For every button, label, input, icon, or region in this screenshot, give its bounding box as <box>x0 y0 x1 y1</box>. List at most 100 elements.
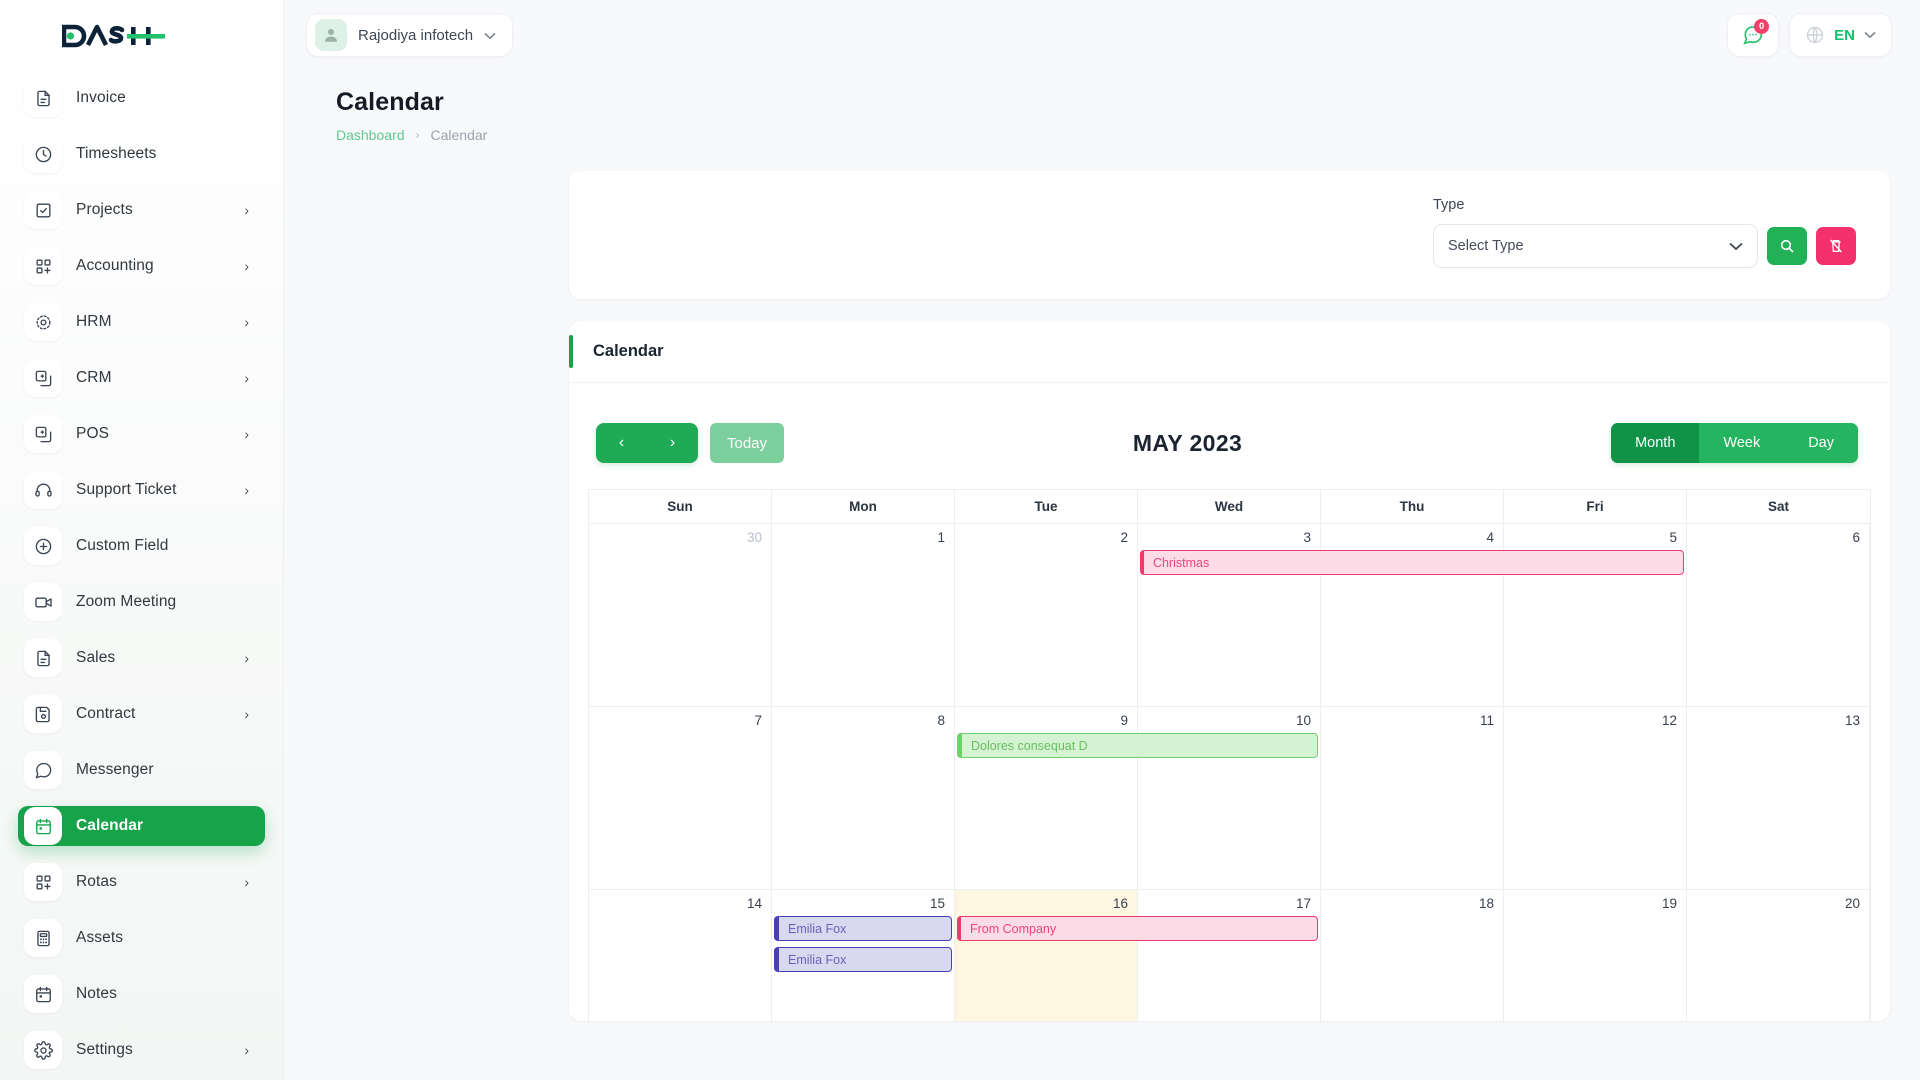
sidebar-item-projects[interactable]: Projects › <box>18 190 265 230</box>
sidebar-item-label: Accounting <box>76 257 154 274</box>
document-icon <box>24 639 62 677</box>
calendar-weeks: 30 1 2 3 4 5 6 Christmas 7 8 9 10 11 12 13 Dolores cons… <box>589 523 1870 1021</box>
sidebar-item-invoice[interactable]: Invoice <box>18 78 265 118</box>
sidebar-item-calendar[interactable]: Calendar <box>18 806 265 846</box>
calendar-day-cell[interactable]: 10 <box>1138 707 1321 889</box>
day-number: 4 <box>1486 530 1494 545</box>
calendar-event[interactable]: Christmas <box>1140 550 1684 575</box>
chevron-right-icon: › <box>244 426 249 442</box>
day-number: 16 <box>1112 896 1128 911</box>
sidebar-item-timesheets[interactable]: Timesheets <box>18 134 265 174</box>
calendar-grid: Sun Mon Tue Wed Thu Fri Sat 30 1 2 3 4 5 6 Christmas 7… <box>588 489 1871 1021</box>
company-switcher[interactable]: Rajodiya infotech <box>306 13 514 57</box>
calendar-day-cell[interactable]: 6 <box>1687 524 1870 706</box>
calendar-day-cell[interactable]: 1 <box>772 524 955 706</box>
topbar-actions: 0 EN <box>1727 13 1892 57</box>
sidebar-item-notes[interactable]: Notes <box>18 974 265 1014</box>
day-number: 11 <box>1479 713 1494 728</box>
day-number: 30 <box>746 530 762 545</box>
calendar-card-header: Calendar <box>569 321 1890 383</box>
day-number: 7 <box>754 713 762 728</box>
sidebar-item-messenger[interactable]: Messenger <box>18 750 265 790</box>
sidebar-item-hrm[interactable]: HRM › <box>18 302 265 342</box>
calendar-day-cell[interactable]: 2 <box>955 524 1138 706</box>
checkbox-icon <box>24 191 62 229</box>
filter-card: Type Select Type <box>569 171 1890 299</box>
copy-plus-icon <box>24 415 62 453</box>
sidebar-item-label: Zoom Meeting <box>76 593 177 610</box>
sidebar-item-accounting[interactable]: Accounting › <box>18 246 265 286</box>
view-button-week[interactable]: Week <box>1699 423 1784 463</box>
calendar-day-cell[interactable]: 5 <box>1504 524 1687 706</box>
calendar-day-cell[interactable]: 18 <box>1321 890 1504 1021</box>
chevron-right-icon: › <box>244 482 249 498</box>
sidebar-item-sales[interactable]: Sales › <box>18 638 265 678</box>
sidebar-item-support-ticket[interactable]: Support Ticket › <box>18 470 265 510</box>
view-button-day[interactable]: Day <box>1784 423 1858 463</box>
chevron-down-icon <box>484 29 496 42</box>
reset-button[interactable] <box>1816 227 1856 265</box>
type-select[interactable]: Select Type <box>1433 224 1758 268</box>
page-title: Calendar <box>336 88 444 116</box>
sidebar-item-label: Custom Field <box>76 537 169 554</box>
calendar-day-cell[interactable]: 30 <box>589 524 772 706</box>
calendar-day-cell[interactable]: 13 <box>1687 707 1870 889</box>
calendar-day-cell[interactable]: 15 <box>772 890 955 1021</box>
next-month-button[interactable]: › <box>647 423 698 463</box>
sidebar-item-crm[interactable]: CRM › <box>18 358 265 398</box>
calendar-event[interactable]: Emilia Fox <box>773 916 952 941</box>
calendar-event[interactable]: From Company <box>956 916 1318 941</box>
calendar-day-cell[interactable]: 9 <box>955 707 1138 889</box>
sidebar-item-pos[interactable]: POS › <box>18 414 265 454</box>
weekday-header-sat: Sat <box>1767 499 1789 514</box>
language-switcher[interactable]: EN <box>1789 13 1892 57</box>
calendar-nav-group: ‹ › <box>596 423 698 463</box>
sidebar-item-label: Messenger <box>76 761 154 778</box>
calendar-day-cell[interactable]: 20 <box>1687 890 1870 1021</box>
sidebar-item-label: Notes <box>76 985 117 1002</box>
main-area: Rajodiya infotech 0 <box>284 0 1920 1080</box>
calendar-event[interactable]: Emilia Fox <box>773 947 952 972</box>
sidebar-item-custom-field[interactable]: Custom Field <box>18 526 265 566</box>
page-header: Calendar Dashboard › Calendar <box>284 70 1920 143</box>
sidebar-item-label: Invoice <box>76 89 126 106</box>
calendar-event[interactable]: Dolores consequat D <box>956 733 1318 758</box>
calendar-week-row: 30 1 2 3 4 5 6 Christmas <box>589 523 1870 706</box>
day-number: 2 <box>1120 530 1128 545</box>
day-number: 19 <box>1661 896 1677 911</box>
calendar-day-cell[interactable]: 11 <box>1321 707 1504 889</box>
breadcrumb-dashboard[interactable]: Dashboard <box>336 127 405 143</box>
sidebar-item-zoom-meeting[interactable]: Zoom Meeting <box>18 582 265 622</box>
messages-button[interactable]: 0 <box>1727 13 1780 57</box>
sidebar-nav: Invoice Timesheets Projects › Accounting › HRM… <box>0 72 283 1070</box>
view-button-month[interactable]: Month <box>1611 423 1700 463</box>
sidebar-item-contract[interactable]: Contract › <box>18 694 265 734</box>
calendar-day-cell[interactable]: 8 <box>772 707 955 889</box>
chevron-down-icon <box>1864 31 1876 39</box>
calendar-day-cell[interactable]: 19 <box>1504 890 1687 1021</box>
sidebar-item-assets[interactable]: Assets <box>18 918 265 958</box>
chevron-right-icon: › <box>244 314 249 330</box>
calendar-day-cell[interactable]: 12 <box>1504 707 1687 889</box>
sidebar-item-settings[interactable]: Settings › <box>18 1030 265 1070</box>
day-number: 20 <box>1844 896 1860 911</box>
today-button[interactable]: Today <box>710 423 785 463</box>
brand-logo[interactable] <box>0 0 283 72</box>
calendar-day-cell[interactable]: 4 <box>1321 524 1504 706</box>
calendar-day-cell[interactable]: 16 <box>955 890 1138 1021</box>
calendar-day-cell[interactable]: 14 <box>589 890 772 1021</box>
day-number: 13 <box>1844 713 1860 728</box>
sidebar-item-rotas[interactable]: Rotas › <box>18 862 265 902</box>
prev-month-button[interactable]: ‹ <box>596 423 647 463</box>
calendar-card-title: Calendar <box>593 342 664 360</box>
sidebar-item-label: Contract <box>76 705 136 722</box>
calendar-day-cell[interactable]: 17 <box>1138 890 1321 1021</box>
search-button[interactable] <box>1767 227 1807 265</box>
search-icon <box>1780 239 1794 253</box>
day-number: 1 <box>937 530 945 545</box>
calendar-day-cell[interactable]: 3 <box>1138 524 1321 706</box>
calendar-day-cell[interactable]: 7 <box>589 707 772 889</box>
sidebar-item-label: HRM <box>76 313 112 330</box>
calendar-card: Calendar ‹ › Today MAY 2023 Month Week Day… <box>569 321 1890 1021</box>
